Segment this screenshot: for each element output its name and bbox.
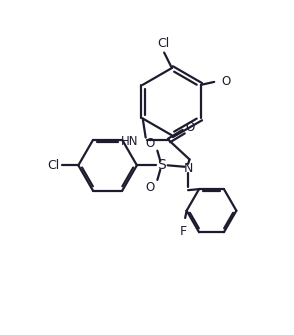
Text: Cl: Cl xyxy=(47,159,59,172)
Text: HN: HN xyxy=(121,135,138,148)
Text: O: O xyxy=(221,75,231,88)
Text: O: O xyxy=(146,181,155,194)
Text: N: N xyxy=(183,162,193,175)
Text: F: F xyxy=(180,225,187,238)
Text: O: O xyxy=(186,121,195,134)
Text: O: O xyxy=(146,137,155,150)
Text: S: S xyxy=(157,158,166,172)
Text: Cl: Cl xyxy=(157,38,169,51)
